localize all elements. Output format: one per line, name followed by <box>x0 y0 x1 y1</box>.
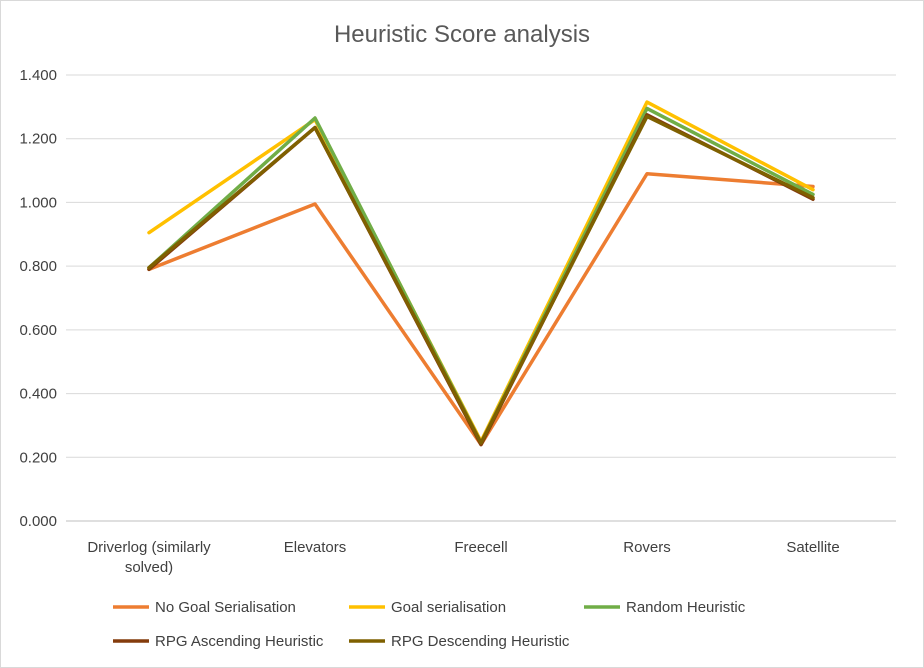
y-tick-label: 0.400 <box>19 386 57 403</box>
series-line-2 <box>147 100 815 444</box>
legend: No Goal Serialisation Goal serialisation R… <box>113 599 746 650</box>
series-line-3 <box>147 106 815 445</box>
legend-label: Goal serialisation <box>391 599 506 616</box>
y-tick-label: 1.400 <box>19 67 57 84</box>
y-axis-ticks: 0.000 0.200 0.400 0.600 0.800 1.000 1.200 1.400 <box>19 67 57 530</box>
y-tick-label: 1.000 <box>19 194 57 211</box>
y-tick-label: 0.600 <box>19 322 57 339</box>
legend-label: Random Heuristic <box>626 599 746 616</box>
legend-label: RPG Descending Heuristic <box>391 633 570 650</box>
legend-item: RPG Ascending Heuristic <box>113 633 324 650</box>
series-line-5 <box>147 114 815 445</box>
series-lines <box>147 100 815 447</box>
x-tick-label: Driverlog (similarly solved) <box>87 539 211 576</box>
x-tick-label: Elevators <box>284 539 347 556</box>
x-tick-label: Satellite <box>786 539 839 556</box>
series-line-1 <box>147 172 815 447</box>
y-tick-label: 0.800 <box>19 258 57 275</box>
legend-label: No Goal Serialisation <box>155 599 296 616</box>
legend-label: RPG Ascending Heuristic <box>155 633 324 650</box>
legend-item: Goal serialisation <box>349 599 506 616</box>
y-tick-label: 1.200 <box>19 131 57 148</box>
chart-title: Heuristic Score analysis <box>334 21 590 48</box>
x-tick-label: Rovers <box>623 539 671 556</box>
legend-item: RPG Descending Heuristic <box>349 633 570 650</box>
legend-item: Random Heuristic <box>584 599 746 616</box>
legend-item: No Goal Serialisation <box>113 599 296 616</box>
x-axis-ticks: Driverlog (similarly solved) Elevators Free… <box>87 539 839 576</box>
gridlines <box>66 74 896 522</box>
x-tick-label: Freecell <box>454 539 507 556</box>
y-tick-label: 0.200 <box>19 449 57 466</box>
y-tick-label: 0.000 <box>19 513 57 530</box>
